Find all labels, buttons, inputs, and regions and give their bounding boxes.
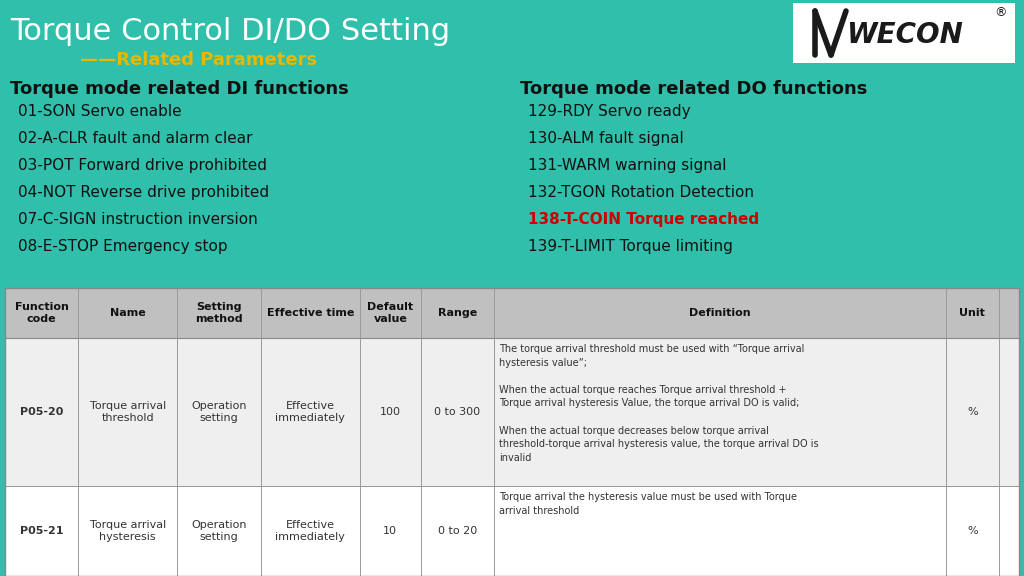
Text: Torque arrival the hysteresis value must be used with Torque
arrival threshold: Torque arrival the hysteresis value must… (499, 492, 797, 516)
Text: Name: Name (110, 308, 145, 318)
Text: Torque mode related DI functions: Torque mode related DI functions (10, 80, 349, 98)
Text: Range: Range (437, 308, 477, 318)
Text: Operation
setting: Operation setting (191, 520, 247, 542)
Bar (5, 288, 1019, 576)
Text: Torque Control DI/DO Setting: Torque Control DI/DO Setting (10, 17, 451, 47)
Text: 03-POT Forward drive prohibited: 03-POT Forward drive prohibited (18, 158, 267, 173)
Text: 138-T-COIN Torque reached: 138-T-COIN Torque reached (528, 212, 759, 227)
Text: ®: ® (994, 6, 1008, 20)
Bar (5, 338, 1019, 486)
Text: Function
code: Function code (14, 302, 69, 324)
Text: Definition: Definition (689, 308, 751, 318)
Bar (793, 3, 1015, 63)
Text: Effective
immediately: Effective immediately (275, 520, 345, 542)
Text: 131-WARM warning signal: 131-WARM warning signal (528, 158, 726, 173)
Text: P05-20: P05-20 (19, 407, 63, 417)
Text: 130-ALM fault signal: 130-ALM fault signal (528, 131, 684, 146)
Text: Torque mode related DO functions: Torque mode related DO functions (520, 80, 867, 98)
Bar (5, 288, 1019, 338)
Text: ——Related Parameters: ——Related Parameters (80, 51, 317, 69)
Text: Unit: Unit (959, 308, 985, 318)
Text: The torque arrival threshold must be used with “Torque arrival
hysteresis value”: The torque arrival threshold must be use… (499, 344, 818, 463)
Text: Operation
setting: Operation setting (191, 401, 247, 423)
Text: 07-C-SIGN instruction inversion: 07-C-SIGN instruction inversion (18, 212, 258, 227)
Text: P05-21: P05-21 (19, 526, 63, 536)
Bar (5, 288, 1019, 576)
Text: %: % (967, 526, 978, 536)
Text: 04-NOT Reverse drive prohibited: 04-NOT Reverse drive prohibited (18, 185, 269, 200)
Text: %: % (967, 407, 978, 417)
Text: 0 to 300: 0 to 300 (434, 407, 480, 417)
Text: 01-SON Servo enable: 01-SON Servo enable (18, 104, 181, 119)
Text: 129-RDY Servo ready: 129-RDY Servo ready (528, 104, 690, 119)
Text: 08-E-STOP Emergency stop: 08-E-STOP Emergency stop (18, 239, 227, 254)
Bar (5, 486, 1019, 576)
Text: WECON: WECON (846, 21, 963, 49)
Text: Torque arrival
threshold: Torque arrival threshold (89, 401, 166, 423)
Text: Effective time: Effective time (266, 308, 354, 318)
Text: 100: 100 (380, 407, 400, 417)
Text: Effective
immediately: Effective immediately (275, 401, 345, 423)
Text: 139-T-LIMIT Torque limiting: 139-T-LIMIT Torque limiting (528, 239, 733, 254)
Text: Torque arrival
hysteresis: Torque arrival hysteresis (89, 520, 166, 542)
Text: 0 to 20: 0 to 20 (437, 526, 477, 536)
Text: Default
value: Default value (368, 302, 414, 324)
Text: Setting
method: Setting method (196, 302, 243, 324)
Text: 132-TGON Rotation Detection: 132-TGON Rotation Detection (528, 185, 754, 200)
Text: 10: 10 (383, 526, 397, 536)
Text: 02-A-CLR fault and alarm clear: 02-A-CLR fault and alarm clear (18, 131, 253, 146)
